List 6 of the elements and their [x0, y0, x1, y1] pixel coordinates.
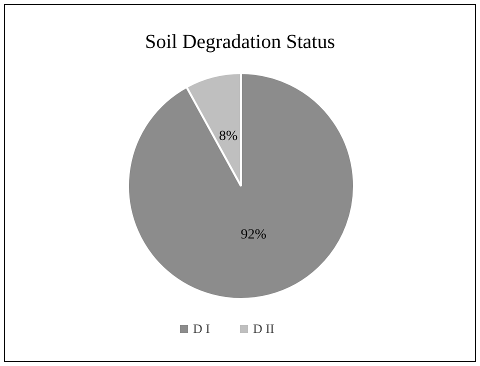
chart-title: Soil Degradation Status [145, 31, 336, 53]
legend-label: D II [253, 320, 274, 336]
legend-label: D I [193, 320, 210, 336]
data-label: 92% [240, 227, 267, 242]
data-label: 8% [219, 128, 238, 144]
pie-slice [127, 72, 355, 300]
